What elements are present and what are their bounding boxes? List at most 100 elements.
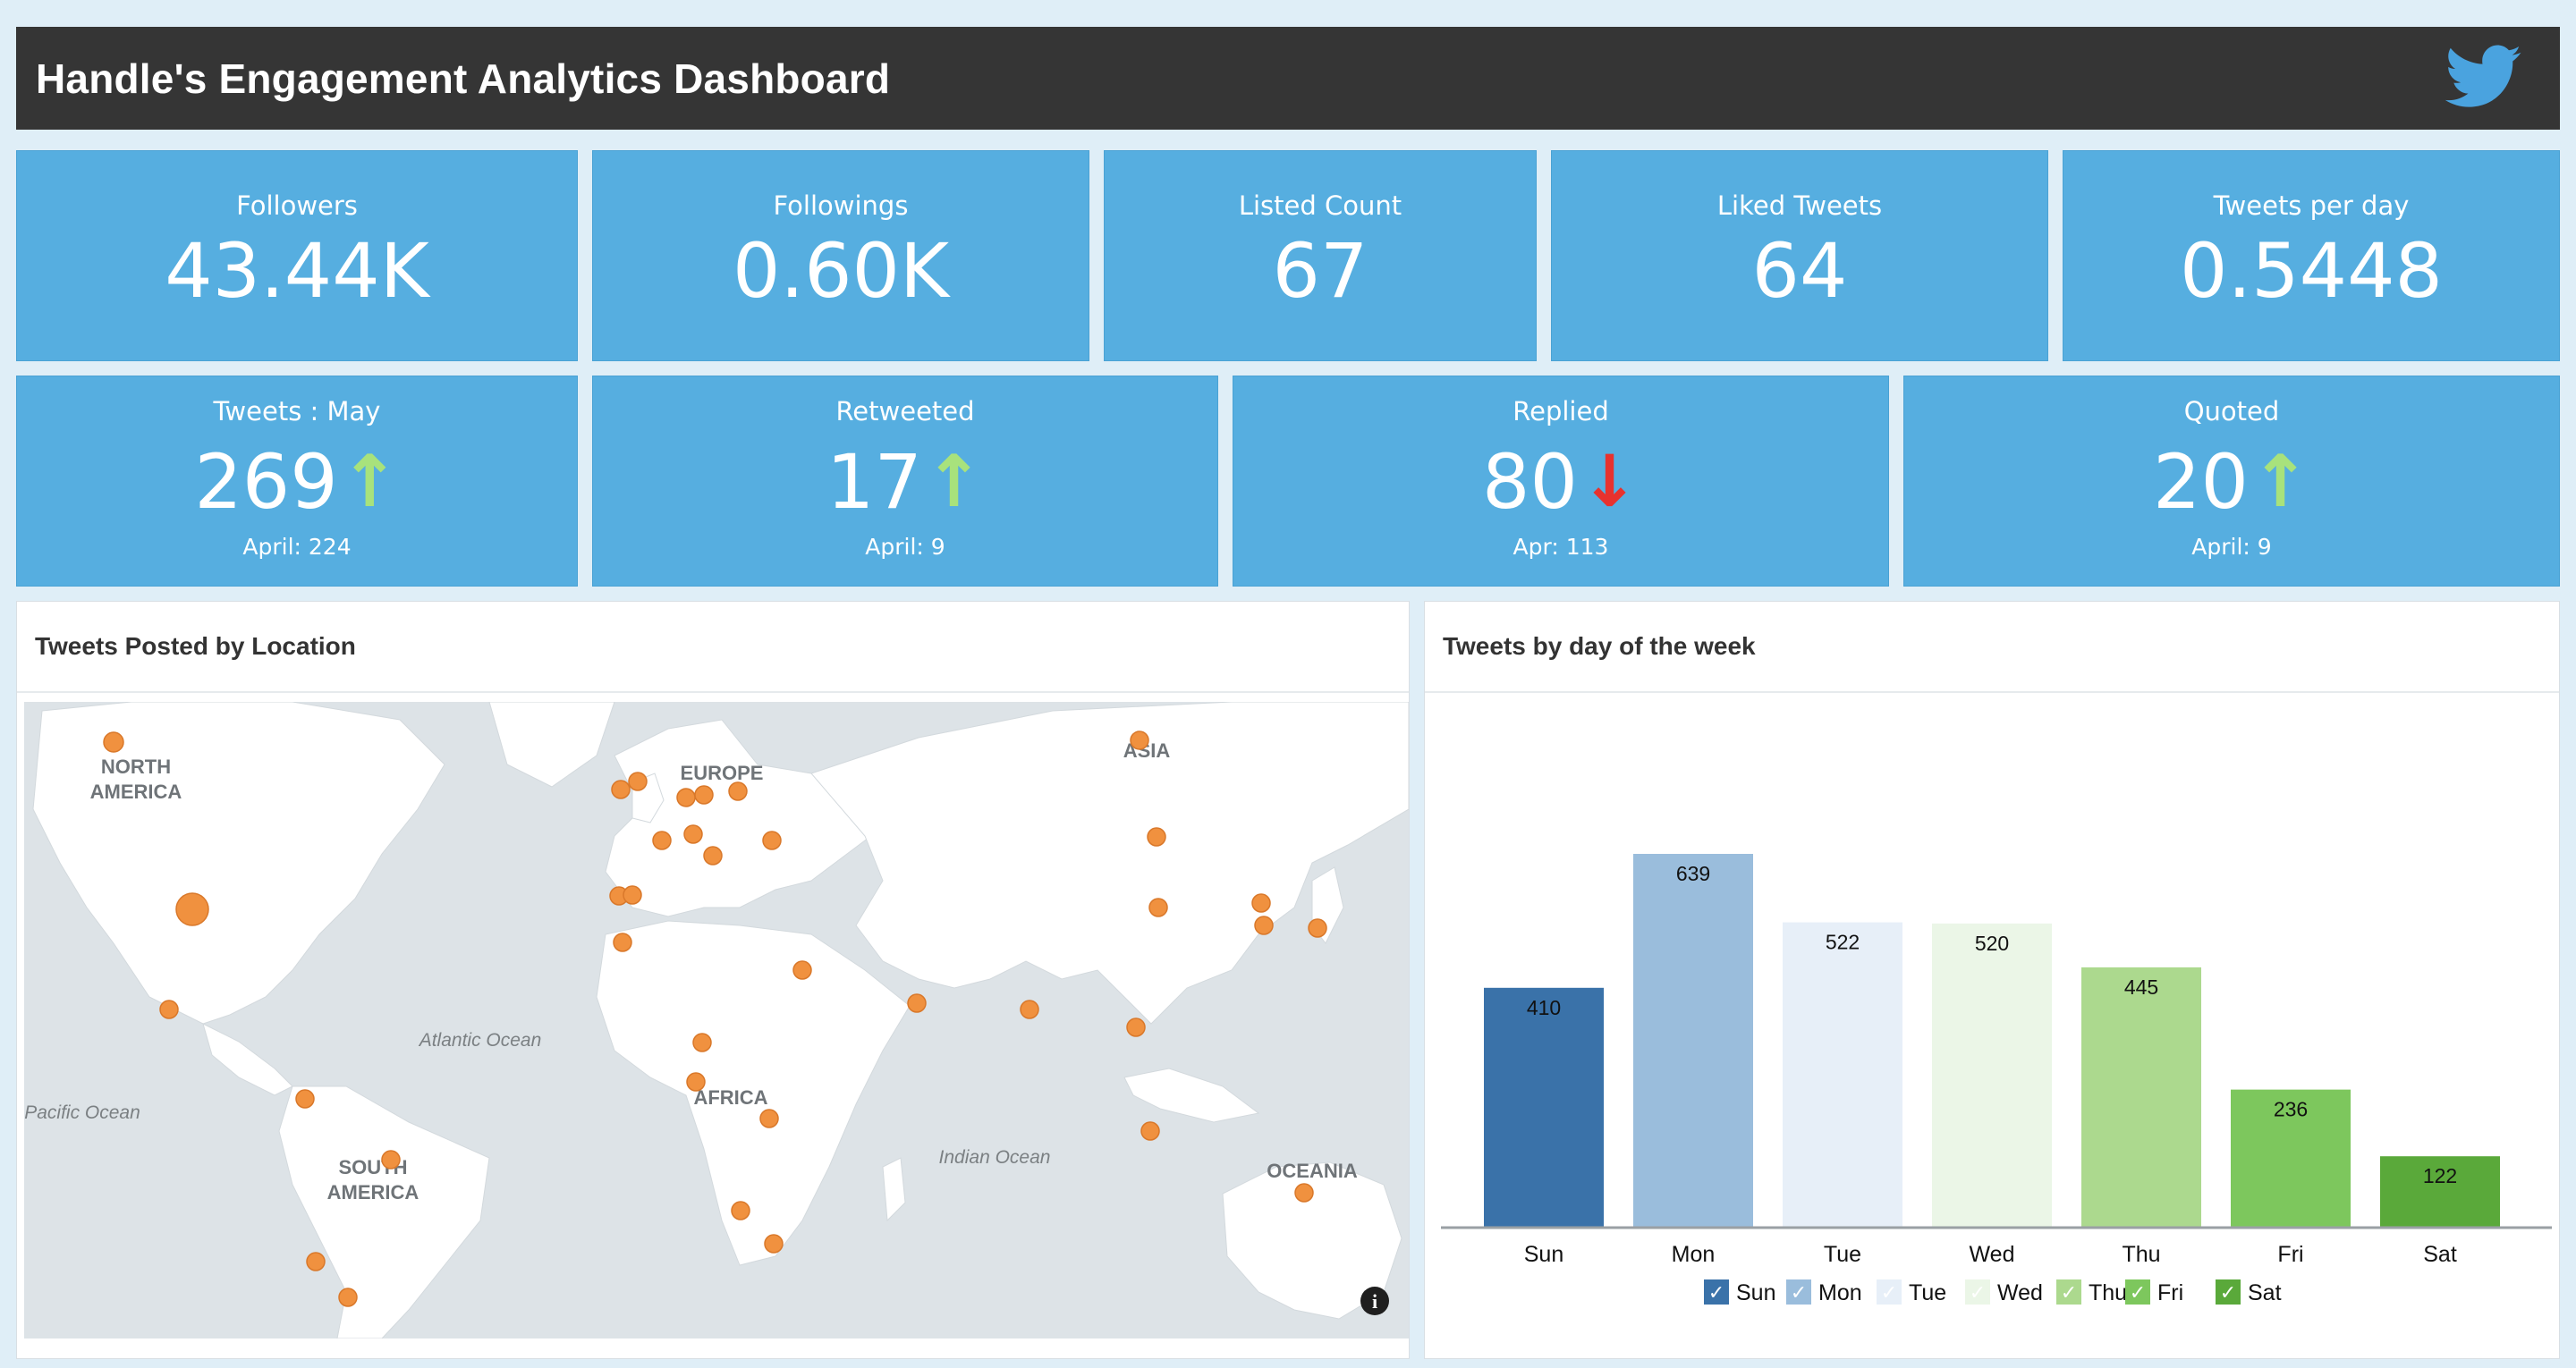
legend-item-fri[interactable]: ✓ Fri <box>2125 1279 2183 1305</box>
location-marker[interactable] <box>907 993 927 1013</box>
world-map[interactable]: NORTH AMERICA EUROPE ASIA AFRICA SOUTH A… <box>24 702 1409 1338</box>
legend-label: Mon <box>1818 1280 1862 1305</box>
legend-label: Thu <box>2089 1280 2127 1305</box>
kpi-label: Tweets : May <box>213 396 381 426</box>
label-pacific-ocean: Pacific Ocean <box>24 1102 140 1123</box>
arrow-down-icon: ↓ <box>1579 440 1640 523</box>
location-marker[interactable] <box>1308 918 1327 938</box>
kpi-value: 0.5448 <box>2180 227 2443 315</box>
location-marker[interactable] <box>652 831 672 850</box>
location-marker[interactable] <box>764 1234 784 1254</box>
bar-sat[interactable] <box>2380 1156 2500 1228</box>
continent-europe <box>605 719 884 917</box>
kpi-label: Followers <box>236 190 358 221</box>
location-marker[interactable] <box>338 1288 358 1307</box>
kpi-label: Followings <box>773 190 909 221</box>
legend-item-mon[interactable]: ✓ Mon <box>1786 1279 1862 1305</box>
kpi-label: Retweeted <box>835 396 975 426</box>
location-marker[interactable] <box>692 1033 712 1052</box>
location-marker[interactable] <box>1126 1018 1146 1037</box>
bar-thu[interactable] <box>2081 967 2201 1228</box>
location-marker[interactable] <box>703 846 723 866</box>
kpi-liked-tweets: Liked Tweets 64 <box>1551 150 2048 361</box>
location-marker[interactable] <box>1147 827 1166 847</box>
kpi-label: Tweets per day <box>2213 190 2410 221</box>
world-map-svg: NORTH AMERICA EUROPE ASIA AFRICA SOUTH A… <box>24 702 1409 1338</box>
location-marker[interactable] <box>381 1150 401 1170</box>
kpi-followings: Followings 0.60K <box>592 150 1089 361</box>
legend-item-thu[interactable]: ✓ Thu <box>2056 1279 2127 1305</box>
checkmark-icon: ✓ <box>2130 1282 2146 1305</box>
kpi-value: 67 <box>1272 227 1368 315</box>
location-marker[interactable] <box>1294 1183 1314 1203</box>
kpi-replied: Replied 80 ↓ Apr: 113 <box>1233 376 1889 587</box>
location-marker[interactable] <box>1130 730 1149 750</box>
location-marker[interactable] <box>1254 916 1274 935</box>
bar-value-label: 639 <box>1676 862 1710 885</box>
x-tick-label: Thu <box>2122 1242 2160 1267</box>
location-marker[interactable] <box>1251 893 1271 913</box>
x-tick-label: Mon <box>1672 1242 1716 1267</box>
bar-sun[interactable] <box>1484 987 1604 1228</box>
location-marker[interactable] <box>628 772 648 791</box>
location-marker[interactable] <box>159 1000 179 1019</box>
legend-label: Tue <box>1909 1280 1946 1305</box>
bar-chart-svg: 410 Sun 639 Mon 522 Tue 520 Wed 445 Thu 236 Fri 122 S… <box>1441 854 2552 1305</box>
location-marker[interactable] <box>686 1072 706 1092</box>
location-marker[interactable] <box>759 1109 779 1128</box>
legend-item-wed[interactable]: ✓ Wed <box>1965 1279 2043 1305</box>
location-marker[interactable] <box>613 933 632 952</box>
location-marker[interactable] <box>306 1252 326 1271</box>
kpi-tweets-may: Tweets : May 269 ↑ April: 224 <box>16 376 578 587</box>
legend-item-tue[interactable]: ✓ Tue <box>1877 1279 1946 1305</box>
legend-swatch <box>1786 1279 1811 1305</box>
location-marker[interactable] <box>623 885 642 905</box>
continent-north-america <box>32 702 445 1025</box>
legend-item-sat[interactable]: ✓ Sat <box>2216 1279 2282 1305</box>
kpi-value: 80 <box>1482 438 1578 526</box>
location-marker[interactable] <box>103 731 124 753</box>
legend-swatch <box>1965 1279 1990 1305</box>
location-marker[interactable] <box>175 892 209 926</box>
legend-label: Wed <box>1997 1280 2043 1305</box>
location-marker[interactable] <box>728 781 748 801</box>
label-north-america-2: AMERICA <box>90 781 182 803</box>
bar-mon[interactable] <box>1633 854 1753 1228</box>
location-marker[interactable] <box>683 824 703 844</box>
continent-central-america <box>202 1023 293 1096</box>
location-marker[interactable] <box>1020 1000 1039 1019</box>
location-marker[interactable] <box>295 1089 315 1109</box>
location-marker[interactable] <box>762 831 782 850</box>
location-marker[interactable] <box>676 788 696 807</box>
weekday-chart-panel: Tweets by day of the week 410 Sun 639 Mon 52… <box>1424 601 2560 1359</box>
bar-value-label: 522 <box>1826 931 1860 954</box>
bar-tue[interactable] <box>1783 922 1902 1228</box>
bar-fri[interactable] <box>2231 1089 2351 1228</box>
continent-greenland <box>488 702 615 788</box>
kpi-value: 17 <box>826 438 922 526</box>
dashboard-title: Handle's Engagement Analytics Dashboard <box>36 55 891 102</box>
label-south-america-2: AMERICA <box>327 1181 419 1203</box>
legend-item-sun[interactable]: ✓ Sun <box>1704 1279 1775 1305</box>
legend-swatch <box>2125 1279 2150 1305</box>
kpi-label: Listed Count <box>1238 190 1402 221</box>
bar-chart: 410 Sun 639 Mon 522 Tue 520 Wed 445 Thu 236 Fri 122 S… <box>1425 695 2561 1338</box>
location-marker[interactable] <box>1148 898 1168 917</box>
legend-label: Sat <box>2248 1280 2282 1305</box>
location-marker[interactable] <box>1140 1121 1160 1141</box>
info-icon[interactable]: i <box>1360 1287 1389 1315</box>
location-marker[interactable] <box>792 960 812 980</box>
dashboard-header: Handle's Engagement Analytics Dashboard <box>16 27 2560 130</box>
kpi-tweets-per-day: Tweets per day 0.5448 <box>2063 150 2560 361</box>
bar-wed[interactable] <box>1932 923 2052 1228</box>
label-north-america: NORTH <box>101 756 171 778</box>
checkmark-icon: ✓ <box>1791 1282 1807 1305</box>
label-oceania: OCEANIA <box>1267 1160 1358 1182</box>
label-indian-ocean: Indian Ocean <box>939 1147 1051 1168</box>
location-marker[interactable] <box>611 780 631 799</box>
legend-swatch <box>1877 1279 1902 1305</box>
location-marker[interactable] <box>694 785 714 805</box>
x-tick-label: Sat <box>2423 1242 2457 1267</box>
location-marker[interactable] <box>731 1201 750 1220</box>
map-markers <box>103 730 1327 1307</box>
